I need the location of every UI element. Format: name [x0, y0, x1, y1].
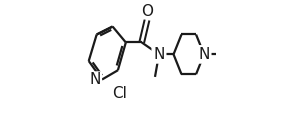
Text: O: O [141, 4, 153, 19]
Text: N: N [198, 47, 210, 62]
Text: Cl: Cl [112, 86, 127, 101]
Text: N: N [153, 47, 165, 62]
Text: N: N [90, 72, 101, 87]
